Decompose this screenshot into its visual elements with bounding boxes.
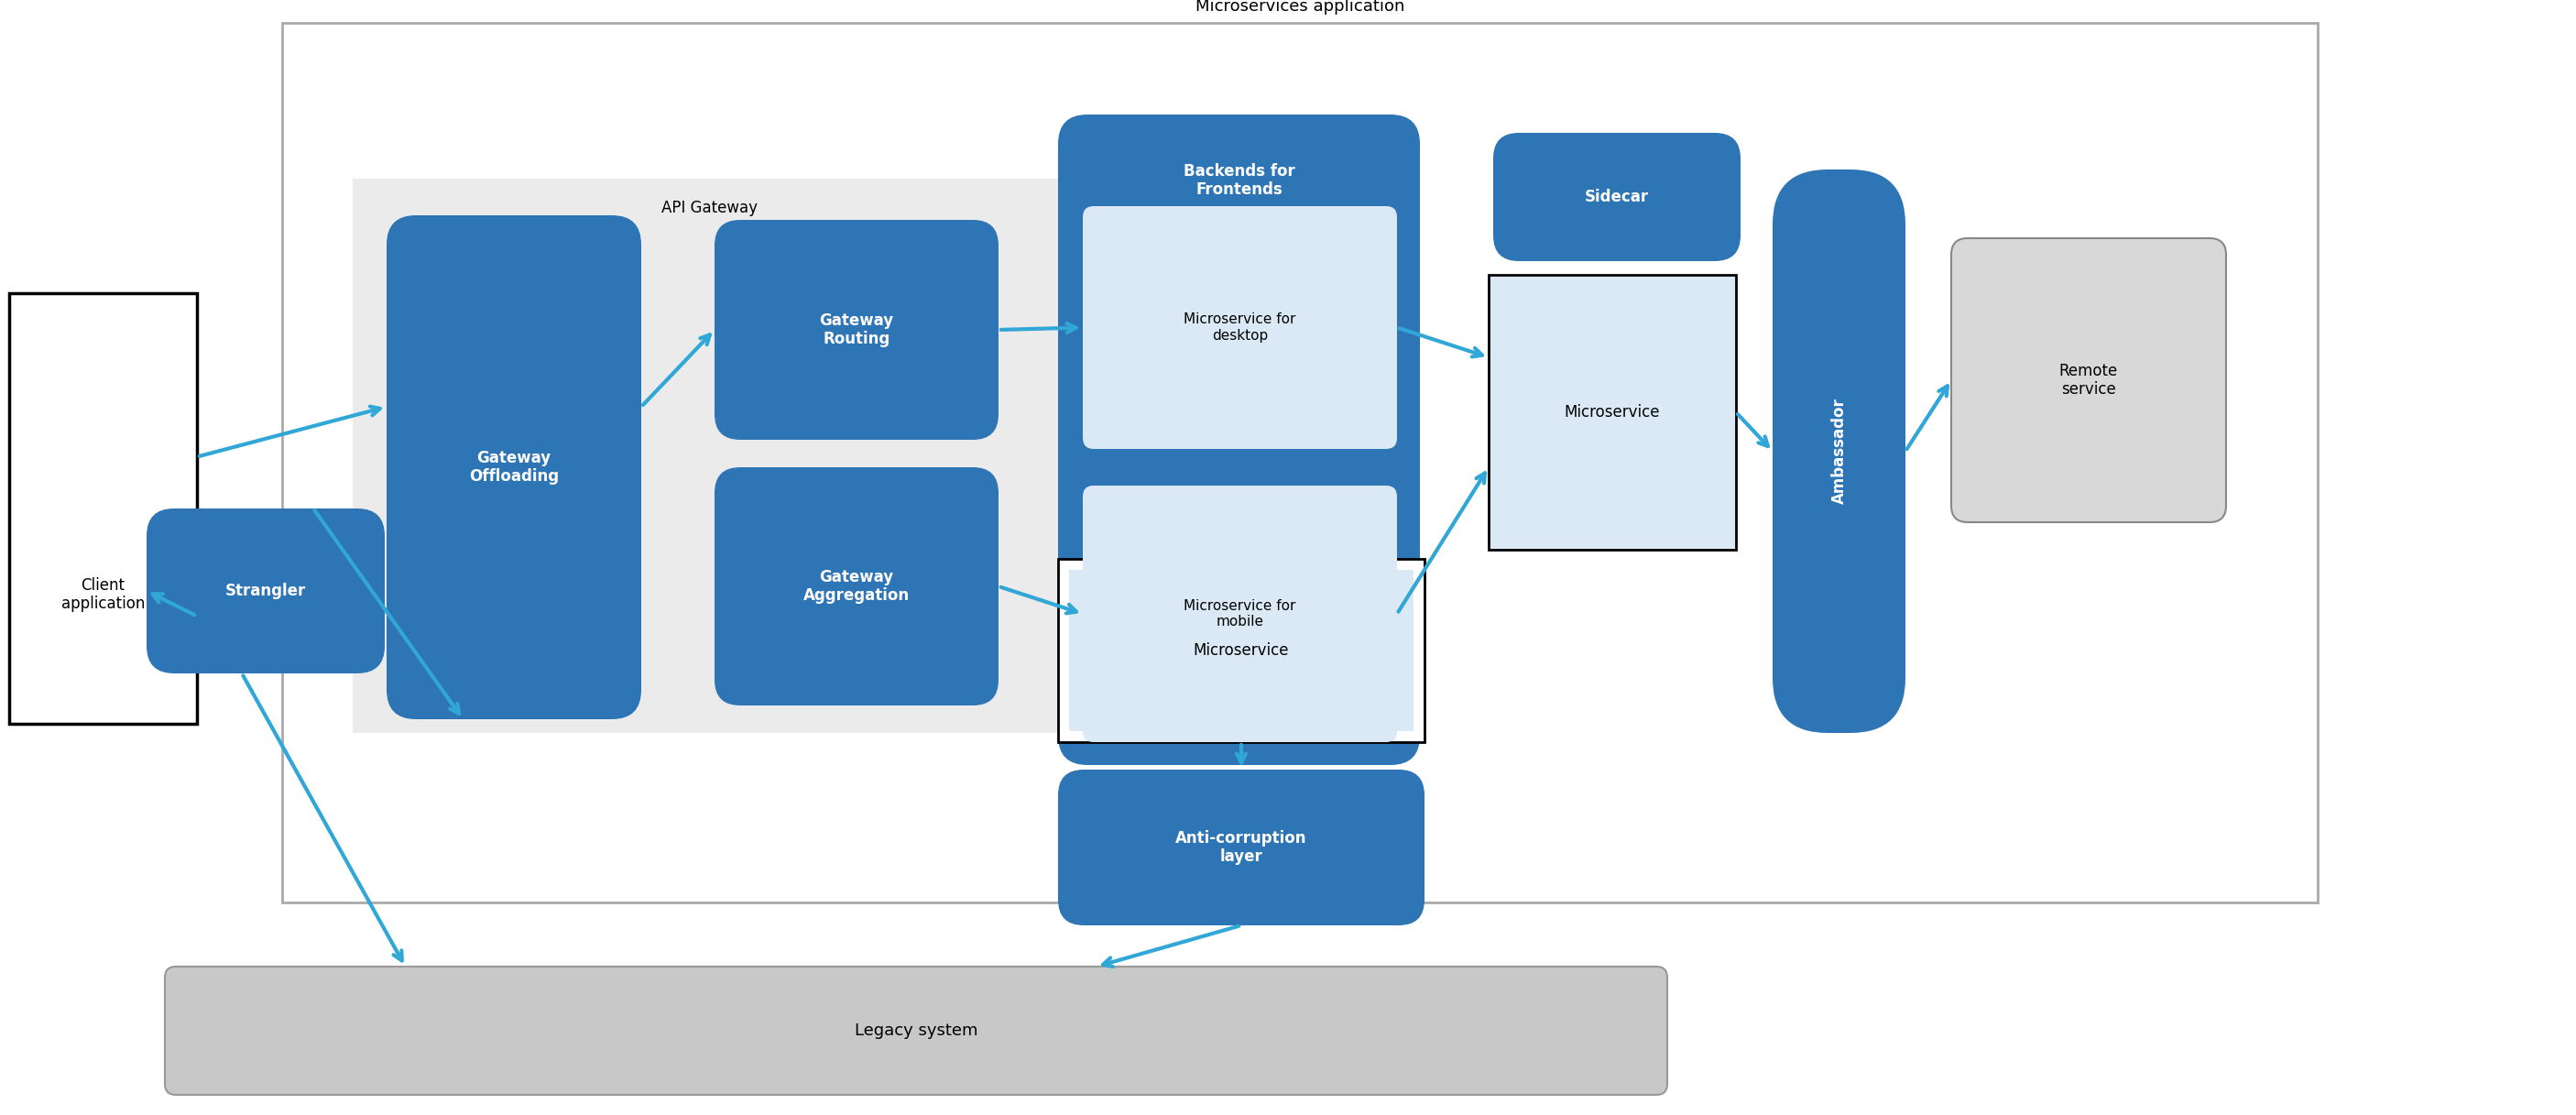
Text: Ambassador: Ambassador [1832, 398, 1847, 504]
Text: API Gateway: API Gateway [662, 200, 757, 216]
FancyBboxPatch shape [386, 215, 641, 719]
Text: Microservices application: Microservices application [1195, 0, 1404, 14]
FancyBboxPatch shape [714, 467, 999, 706]
Text: Remote
service: Remote service [2058, 362, 2117, 398]
Text: Gateway
Offloading: Gateway Offloading [469, 449, 559, 485]
Text: Microservice for
mobile: Microservice for mobile [1185, 599, 1296, 629]
Bar [1069, 570, 1414, 731]
Bar [283, 23, 2318, 902]
FancyBboxPatch shape [1082, 485, 1396, 743]
Bar [1489, 275, 1736, 550]
Text: Anti-corruption
layer: Anti-corruption layer [1175, 830, 1306, 865]
Text: Backends for
Frontends: Backends for Frontends [1182, 163, 1296, 198]
Text: Strangler: Strangler [224, 583, 307, 599]
Text: Microservice: Microservice [1193, 642, 1288, 659]
Text: Microservice: Microservice [1564, 404, 1659, 420]
FancyBboxPatch shape [1082, 206, 1396, 449]
Bar [1059, 559, 1425, 743]
Text: Gateway
Aggregation: Gateway Aggregation [804, 569, 909, 604]
FancyBboxPatch shape [165, 967, 1667, 1095]
Text: Microservice for
desktop: Microservice for desktop [1185, 312, 1296, 342]
Text: Legacy system: Legacy system [855, 1022, 979, 1039]
Text: Sidecar: Sidecar [1584, 188, 1649, 205]
FancyBboxPatch shape [714, 220, 999, 439]
FancyBboxPatch shape [1950, 239, 2226, 522]
FancyBboxPatch shape [147, 508, 384, 673]
Bar [353, 178, 1066, 733]
Text: Gateway
Routing: Gateway Routing [819, 312, 894, 348]
FancyBboxPatch shape [1494, 133, 1741, 261]
Text: Client
application: Client application [62, 576, 144, 612]
FancyBboxPatch shape [1059, 769, 1425, 925]
FancyBboxPatch shape [1772, 169, 1906, 733]
Bar [10, 293, 196, 724]
FancyBboxPatch shape [1059, 115, 1419, 765]
